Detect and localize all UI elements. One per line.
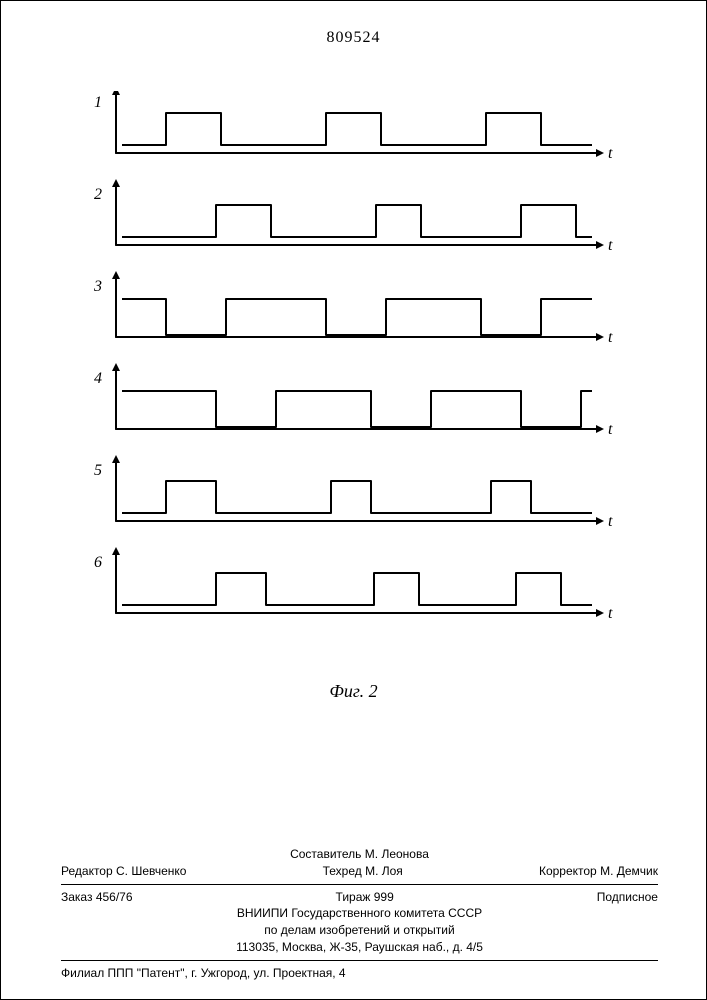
divider bbox=[61, 884, 658, 885]
document-number: 809524 bbox=[1, 29, 706, 47]
compiler-name: М. Леонова bbox=[365, 847, 429, 861]
svg-text:t: t bbox=[608, 513, 613, 530]
imprint-block: Составитель М. Леонова Редактор С. Шевче… bbox=[61, 846, 658, 982]
order-label: Заказ bbox=[61, 890, 92, 904]
svg-text:2: 2 bbox=[94, 186, 102, 203]
tirazh-label: Тираж bbox=[336, 890, 371, 904]
svg-text:t: t bbox=[608, 605, 613, 622]
tirazh-value: 999 bbox=[374, 890, 394, 904]
svg-text:t: t bbox=[608, 421, 613, 438]
org-line-3: 113035, Москва, Ж-35, Раушская наб., д. … bbox=[61, 939, 658, 956]
compiler-label: Составитель bbox=[290, 847, 361, 861]
filial-line: Филиал ППП "Патент", г. Ужгород, ул. Про… bbox=[61, 965, 658, 982]
subscription-label: Подписное bbox=[597, 889, 658, 906]
divider bbox=[61, 960, 658, 961]
tech-name: М. Лоя bbox=[365, 864, 403, 878]
svg-text:t: t bbox=[608, 329, 613, 346]
editor-name: С. Шевченко bbox=[116, 864, 186, 878]
tech-label: Техред bbox=[323, 864, 362, 878]
svg-text:t: t bbox=[608, 237, 613, 254]
svg-text:3: 3 bbox=[93, 278, 102, 295]
figure-caption: Фиг. 2 bbox=[1, 681, 706, 702]
svg-text:4: 4 bbox=[94, 370, 102, 387]
timing-diagram: 1 t 2 t 3 t 4 t 5 t 6 t bbox=[86, 91, 616, 671]
org-line-2: по делам изобретений и открытий bbox=[61, 922, 658, 939]
svg-text:t: t bbox=[608, 145, 613, 162]
corrector-label: Корректор bbox=[539, 864, 597, 878]
svg-text:5: 5 bbox=[94, 462, 102, 479]
org-line-1: ВНИИПИ Государственного комитета СССР bbox=[61, 905, 658, 922]
editor-label: Редактор bbox=[61, 864, 113, 878]
corrector-name: М. Демчик bbox=[600, 864, 658, 878]
order-value: 456/76 bbox=[96, 890, 133, 904]
svg-text:1: 1 bbox=[94, 94, 102, 111]
svg-text:6: 6 bbox=[94, 554, 102, 571]
